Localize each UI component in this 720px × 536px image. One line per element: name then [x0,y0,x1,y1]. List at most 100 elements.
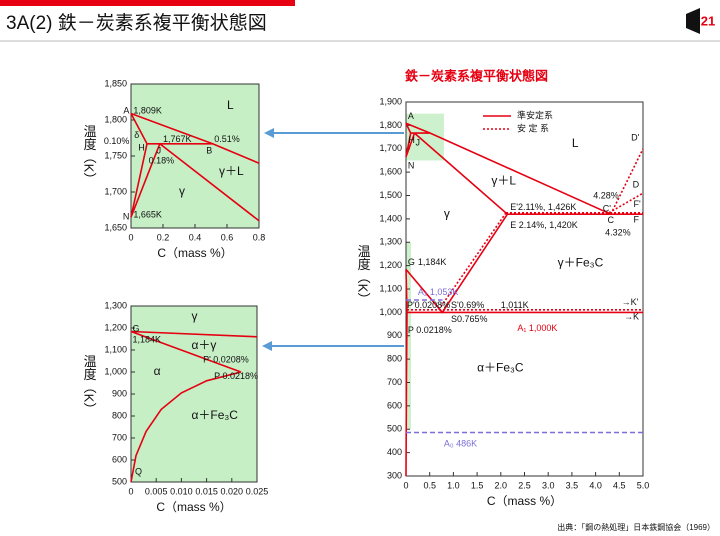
annotation: 4.32% [605,228,631,238]
annotation: P 0.0218% [408,325,452,335]
x-tick-label: 3.0 [542,480,555,490]
annotation: 0.18% [149,155,175,165]
x-tick-label: 1.0 [447,480,460,490]
annotation: γ [444,206,450,220]
x-axis-label: C（mass %） [487,494,562,508]
annotation: J [157,145,162,155]
annotation: D' [631,133,639,143]
annotation: A₁ 1,000K [517,323,557,333]
y-axis-label: 温度（K） [82,355,97,416]
annotation: G [408,257,415,267]
phase-line [405,122,643,477]
annotation: 1,184K [418,257,447,267]
x-axis-label: C（mass %） [157,246,232,260]
y-tick-label: 1,800 [104,114,127,124]
x-tick-label: 0.5 [423,480,436,490]
annotation: γ [191,309,197,323]
y-tick-label: 900 [112,388,127,398]
annotation: B [206,145,212,155]
annotation: A₀ 486K [444,439,477,449]
x-tick-label: 4.5 [613,480,626,490]
phase-line [130,112,260,222]
phase-line [407,148,644,311]
annotation: →K [624,311,639,321]
x-tick-label: 0.010 [170,486,193,496]
y-tick-label: 1,200 [379,260,402,270]
x-tick-label: 3.5 [566,480,579,490]
x-tick-label: 5.0 [637,480,650,490]
x-tick-label: 0.015 [195,486,218,496]
y-tick-label: 1,300 [379,237,402,247]
y-tick-label: 1,750 [104,150,127,160]
annotation: C [607,215,614,225]
annotation: 1,184K [133,334,162,344]
y-tick-label: 1,000 [379,307,402,317]
annotation: 1,665K [133,209,162,219]
annotation: E'2.11%, 1,426K [510,202,576,212]
annotation: 1,011K [501,300,529,310]
chart-title: 鉄－炭素系複平衡状態図 [405,68,548,83]
x-tick-label: 0.4 [189,232,202,242]
annotation: S'0.69% [451,300,484,310]
annotation: A [408,111,414,121]
slide-title: 3A(2) 鉄－炭素系複平衡状態図 [6,12,267,34]
annotation: γ＋L [491,174,516,188]
annotation: 4.28% [593,190,619,200]
annotation: 1,809K [133,106,162,116]
annotation: P' 0.0208% [203,354,249,364]
y-tick-label: 600 [112,454,127,464]
x-tick-label: 2.0 [495,480,508,490]
annotation: H [408,135,415,145]
y-tick-label: 1,100 [379,283,402,293]
phase-diagram: 500 600 700 800 900 1,000 1,100 1,200 1,300 0 0.00… [82,300,269,514]
legend-label: 安 定 系 [517,122,549,133]
x-tick-label: 0.6 [221,232,234,242]
annotation: F [634,214,640,224]
x-tick-label: 0 [403,480,408,490]
phase-line [406,299,643,434]
annotation: α＋Fe₃C [477,361,524,375]
legend-label: 準安定系 [517,109,553,120]
y-tick-label: 600 [387,400,402,410]
y-tick-label: 1,400 [379,213,402,223]
y-tick-label: 800 [112,410,127,420]
y-axis-label: 温度（K） [356,245,371,306]
y-tick-label: 1,700 [104,186,127,196]
y-tick-label: 1,500 [379,190,402,200]
annotation: 0.10% [104,136,130,146]
phase-line [130,330,258,483]
annotation: E 2.14%, 1,420K [510,220,578,230]
annotation: F' [634,199,641,209]
y-tick-label: 1,800 [379,120,402,130]
annotation: C' [603,203,611,213]
annotation: P'0.0208% [407,300,450,310]
y-tick-label: 1,300 [104,300,127,310]
y-tick-label: 500 [387,424,402,434]
annotation: Q [135,466,142,476]
annotation: D [633,179,640,189]
y-tick-label: 500 [112,476,127,486]
y-tick-label: 400 [387,447,402,457]
y-tick-label: 1,650 [104,222,127,232]
annotation: α [154,364,161,378]
y-tick-label: 1,900 [379,96,402,106]
x-tick-label: 1.5 [471,480,484,490]
logo-text: 21 [701,13,715,28]
x-tick-label: 2.5 [518,480,531,490]
top-bar [0,0,295,6]
y-tick-label: 1,600 [379,167,402,177]
x-axis-label: C（mass %） [156,500,231,514]
annotation: P 0.0218% [214,371,258,381]
x-tick-label: 0.8 [253,232,266,242]
x-tick-label: 4.0 [589,480,602,490]
x-tick-label: 0 [128,486,133,496]
x-tick-label: 0 [128,232,133,242]
annotation: G [133,323,140,333]
y-tick-label: 700 [387,377,402,387]
annotation: S0.765% [451,314,488,324]
annotation: H [138,142,145,152]
y-tick-label: 700 [112,432,127,442]
x-tick-label: 0.025 [246,486,269,496]
x-tick-label: 0.2 [157,232,170,242]
